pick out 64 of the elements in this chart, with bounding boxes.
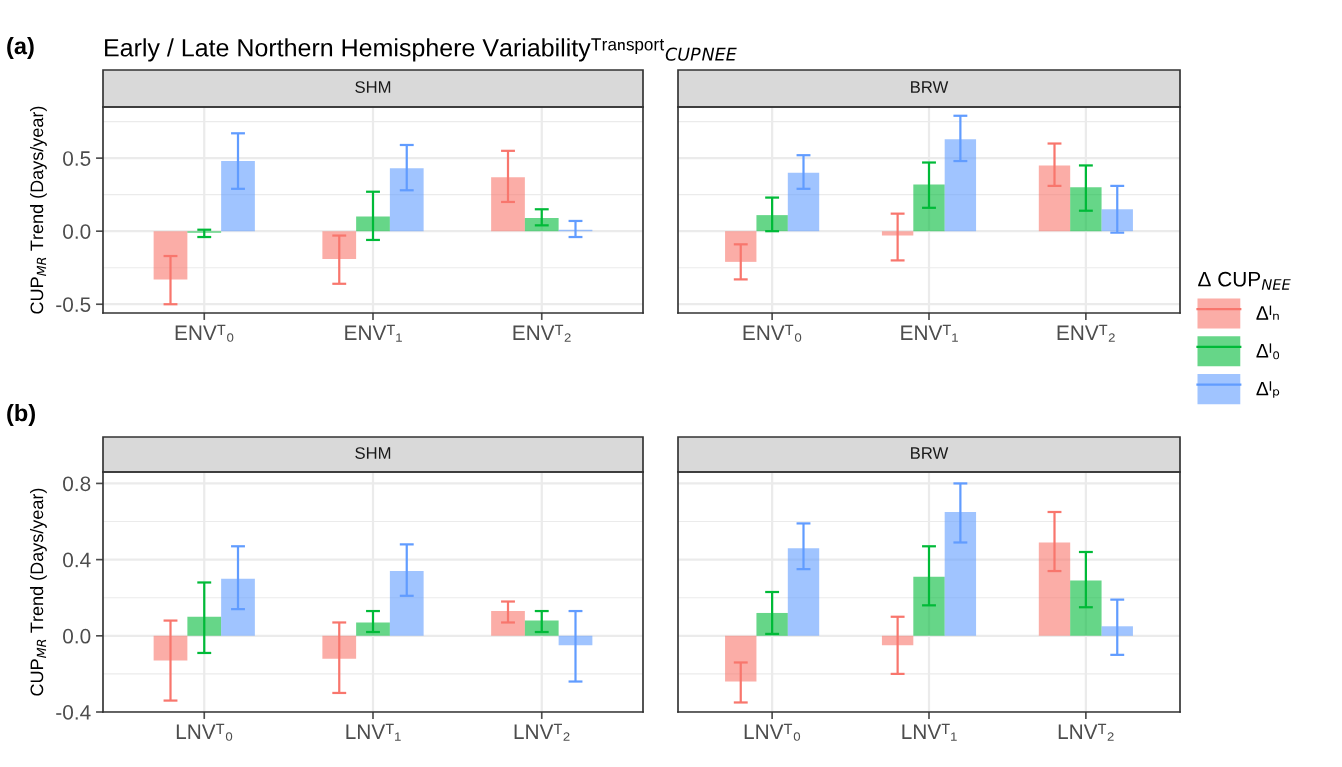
bar [221, 578, 255, 636]
bar [944, 512, 977, 636]
y-axis-title: CUP$_{MR}$ Trend (Days/year) [29, 106, 47, 314]
bar [389, 571, 424, 636]
y-tick-label: -0.4 [56, 705, 91, 720]
chart-title: BRW [911, 81, 949, 93]
x-tick-label: LNVᵀ₂ [1058, 723, 1114, 741]
bar [524, 620, 559, 636]
x-tick-label: LNVᵀ₀ [744, 723, 801, 741]
bar [787, 172, 820, 232]
bar [1038, 542, 1071, 636]
bar [881, 231, 914, 236]
x-tick-label: LNVᵀ₁ [902, 723, 957, 741]
bar [1070, 187, 1102, 232]
bar [389, 168, 424, 232]
legend-label: Δᴵ₀ [1256, 343, 1280, 360]
x-tick-label: ENVᵀ₂ [513, 324, 571, 342]
y-tick-label: 0.0 [63, 628, 91, 644]
y-tick-label: -0.5 [56, 297, 91, 312]
bar [187, 616, 222, 636]
bar [491, 611, 525, 636]
text: Early / Late Northern Hemisphere Variabilityᵀʳᵃⁿˢᵖᵒʳᵗ$_{CUPNEE}$ [105, 38, 737, 62]
bar [153, 635, 188, 661]
x-tick-label: ENVᵀ₀ [743, 324, 802, 342]
bar [153, 231, 188, 280]
x-tick-label: ENVᵀ₂ [1057, 324, 1115, 342]
bar [322, 231, 357, 259]
bar [1101, 626, 1133, 636]
bar [356, 216, 390, 232]
bar [725, 635, 757, 682]
bar [221, 161, 255, 232]
x-tick-label: ENVᵀ₁ [345, 324, 402, 342]
y-axis-title: CUP$_{MR}$ Trend (Days/year) [29, 488, 47, 696]
bar [944, 139, 977, 232]
bar [787, 548, 820, 636]
bar [1101, 209, 1133, 232]
bar [913, 184, 945, 232]
bar [725, 231, 757, 262]
legend-label: Δᴵₚ [1256, 381, 1280, 398]
legend-title: Δ CUP$_{NEE}$ [1198, 271, 1291, 290]
bar [913, 576, 945, 636]
bar [1038, 165, 1071, 232]
x-tick-label: ENVᵀ₁ [901, 324, 958, 342]
y-tick-label: 0.8 [63, 476, 91, 492]
y-tick-label: 0.0 [63, 224, 91, 239]
bar [756, 612, 788, 636]
text: (a) [7, 37, 34, 59]
bar [756, 215, 788, 232]
bar [524, 218, 559, 232]
text: (b) [7, 404, 35, 427]
legend-label: Δᴵₙ [1256, 305, 1279, 320]
x-tick-label: LNVᵀ₂ [514, 723, 570, 741]
chart-title: SHM [355, 81, 391, 93]
bar [356, 622, 390, 636]
bar [491, 177, 525, 232]
chart-title: BRW [911, 447, 949, 459]
x-tick-label: LNVᵀ₀ [176, 723, 233, 741]
x-tick-label: ENVᵀ₀ [175, 324, 234, 342]
bar [322, 635, 357, 659]
bar [1070, 580, 1102, 636]
chart-title: SHM [355, 447, 391, 459]
y-tick-label: 0.4 [63, 552, 91, 568]
x-tick-label: LNVᵀ₁ [346, 723, 401, 741]
y-tick-label: 0.5 [63, 151, 91, 166]
